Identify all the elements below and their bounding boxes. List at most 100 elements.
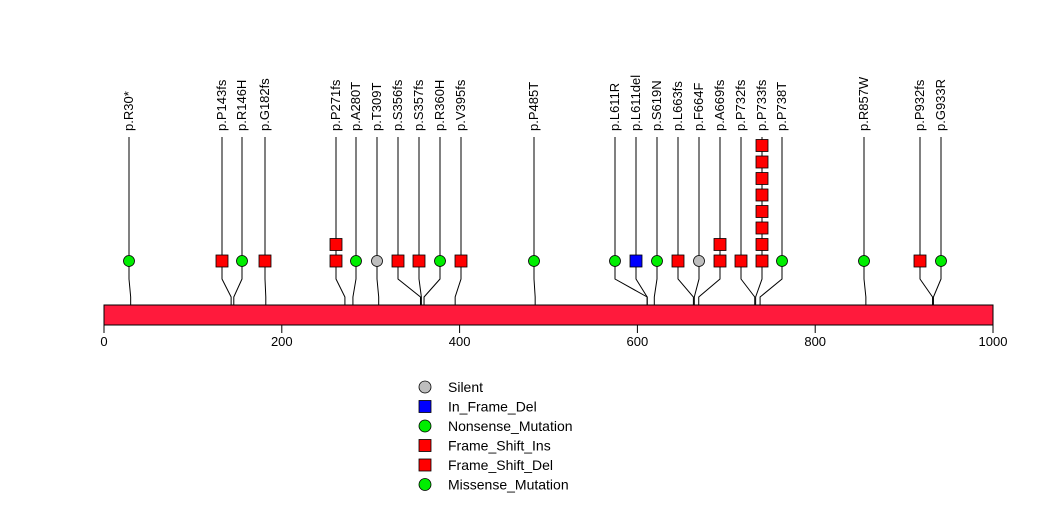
- stem: [233, 137, 243, 325]
- legend-marker: [418, 400, 432, 413]
- mutation-label: p.T309T: [369, 83, 384, 131]
- stem: [221, 137, 232, 325]
- legend: Silent In_Frame_Del Nonsense_Mutation Frame…: [418, 379, 573, 493]
- mutation-label: p.P932fs: [912, 79, 927, 131]
- stem: [376, 137, 380, 325]
- stem: [635, 137, 648, 325]
- mutation-label: p.R30*: [121, 91, 136, 131]
- stem: [397, 137, 421, 325]
- mutation-label: p.S619N: [649, 80, 664, 131]
- mutation-marker: [671, 254, 685, 268]
- mutation-label: p.P271fs: [328, 79, 343, 131]
- legend-marker: [418, 419, 432, 433]
- stem: [352, 137, 357, 325]
- mutation-label: p.S357fs: [411, 79, 426, 131]
- stem: [264, 137, 267, 325]
- stem: [423, 137, 441, 325]
- mutation-label: p.V395fs: [453, 79, 468, 131]
- mutation-marker: [913, 254, 927, 268]
- mutation-marker: [755, 155, 769, 169]
- mutation-label: p.G933R: [933, 79, 948, 131]
- mutation-marker: [755, 254, 769, 268]
- labels-layer: p.R30* p.P143fs p.R146H p.G182fs p.P271fs p.A…: [121, 75, 948, 131]
- mutation-marker: [651, 255, 663, 267]
- legend-label: Frame_Shift_Del: [448, 457, 553, 473]
- axis-tick-label: 1000: [979, 334, 1008, 349]
- mutation-label: p.L611del: [628, 75, 643, 131]
- stem: [740, 137, 756, 325]
- mutation-marker: [629, 254, 643, 268]
- mutation-label: p.S356fs: [390, 79, 405, 131]
- mutation-marker: [776, 255, 788, 267]
- mutation-marker: [371, 255, 383, 267]
- axis-tick-label: 200: [271, 334, 293, 349]
- mutation-label: p.P733fs: [754, 79, 769, 131]
- legend-marker: [418, 458, 432, 472]
- mutation-marker: [329, 238, 343, 251]
- mutation-marker: [258, 254, 272, 268]
- mutation-label: p.L611R: [607, 83, 622, 131]
- x-axis: 0 200 400 600 800 1000: [100, 325, 1007, 349]
- mutation-marker: [236, 255, 248, 267]
- mutation-label: p.P485T: [526, 82, 541, 131]
- mutation-marker: [755, 139, 769, 152]
- legend-label: Missense_Mutation: [448, 477, 569, 493]
- legend-label: In_Frame_Del: [448, 399, 537, 415]
- mutation-label: p.R857W: [856, 76, 871, 131]
- mutation-label: p.A669fs: [712, 79, 727, 131]
- mutation-marker: [935, 255, 947, 267]
- stem: [533, 137, 536, 325]
- mutation-label: p.P738T: [774, 82, 789, 131]
- mutation-label: p.R146H: [234, 80, 249, 131]
- mutation-marker: [713, 254, 727, 268]
- legend-marker: [418, 478, 432, 491]
- stem: [932, 137, 942, 325]
- mutation-marker: [215, 254, 229, 268]
- mutation-marker: [755, 238, 769, 251]
- axis-tick-label: 600: [627, 334, 649, 349]
- mutation-label: p.F664F: [691, 83, 706, 131]
- mutation-marker: [755, 188, 769, 202]
- stem: [128, 137, 132, 325]
- stems-layer: [128, 137, 942, 325]
- mutation-marker: [755, 172, 769, 185]
- mutation-marker: [454, 254, 468, 268]
- legend-label: Nonsense_Mutation: [448, 418, 573, 434]
- legend-marker: [418, 439, 432, 452]
- mutation-marker: [329, 254, 343, 268]
- stem: [677, 137, 694, 325]
- stem: [614, 137, 648, 325]
- mutation-label: p.A280T: [348, 82, 363, 131]
- legend-label: Silent: [448, 379, 483, 395]
- mutation-marker: [713, 238, 727, 251]
- stem: [335, 137, 346, 325]
- mutation-label: p.G182fs: [257, 78, 272, 131]
- mutation-marker: [858, 255, 870, 267]
- mutation-marker: [693, 255, 705, 267]
- protein-bar: [103, 304, 994, 326]
- legend-label: Frame_Shift_Ins: [448, 438, 551, 454]
- mutation-marker: [528, 255, 540, 267]
- stem: [698, 137, 721, 325]
- mutation-label: p.R360H: [432, 80, 447, 131]
- mutation-marker: [434, 255, 446, 267]
- stem: [863, 137, 867, 325]
- markers-layer: [123, 139, 947, 268]
- mutation-marker: [123, 255, 135, 267]
- legend-marker: [418, 380, 432, 394]
- mutation-label: p.P143fs: [214, 79, 229, 131]
- stem: [919, 137, 934, 325]
- mutation-marker: [391, 254, 405, 268]
- axis-tick-label: 0: [100, 334, 107, 349]
- mutation-marker: [755, 205, 769, 218]
- mutation-marker: [755, 221, 769, 235]
- mutation-label: p.P732fs: [733, 79, 748, 131]
- stem: [653, 137, 658, 325]
- mutation-marker: [350, 255, 362, 267]
- mutation-marker: [412, 254, 426, 268]
- mutation-marker: [734, 254, 748, 268]
- axis-tick-label: 800: [804, 334, 826, 349]
- mutation-marker: [609, 255, 621, 267]
- stem: [454, 137, 462, 325]
